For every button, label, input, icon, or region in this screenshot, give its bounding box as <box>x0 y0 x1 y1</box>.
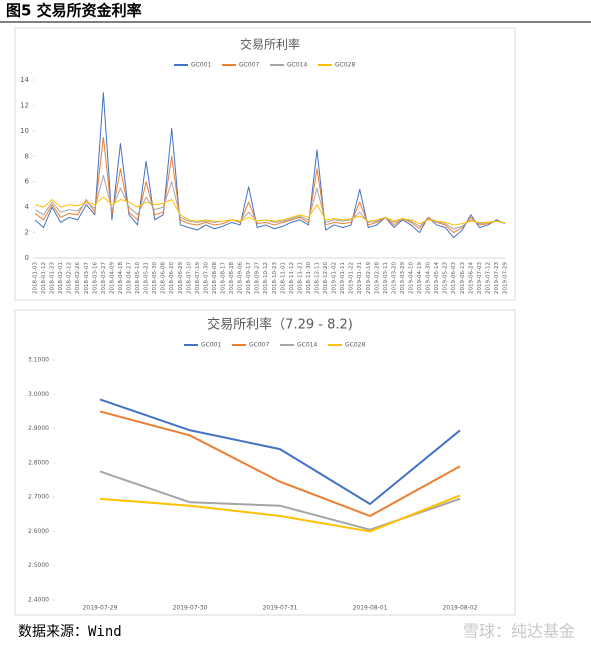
series-line <box>34 196 506 226</box>
source-note: 数据来源：Wind <box>18 624 122 640</box>
x-tick-label: 2018-05-30 <box>152 262 158 294</box>
watermark: 雪球：纯达基金 <box>463 622 575 641</box>
x-tick-label: 2018-06-29 <box>178 262 184 294</box>
legend-label: GC028 <box>335 62 355 69</box>
y-tick-label: 12 <box>20 101 29 109</box>
x-tick-label: 2018-04-18 <box>118 262 124 294</box>
x-tick-label: 2018-07-19 <box>195 262 201 294</box>
y-tick-label: 2 <box>25 229 29 237</box>
chart-frame <box>14 27 516 301</box>
x-tick-label: 2018-10-12 <box>263 262 269 294</box>
y-tick-label: 2.5000 <box>28 562 49 569</box>
x-tick-label: 2018-03-07 <box>84 262 90 294</box>
legend-label: GC001 <box>201 342 221 349</box>
x-tick-label: 2019-05-14 <box>434 262 440 294</box>
x-tick-label: 2018-01-03 <box>33 262 39 294</box>
x-tick-label: 2019-07-12 <box>485 262 491 294</box>
x-tick-label: 2018-04-27 <box>127 262 133 294</box>
x-tick-label: 2019-07-29 <box>503 262 509 294</box>
x-tick-label: 2019-07-03 <box>477 262 483 294</box>
x-tick-label: 2019-01-22 <box>349 262 355 294</box>
x-tick-label: 2018-01-23 <box>50 262 56 294</box>
series-line <box>99 494 461 533</box>
x-tick-label: 2019-07-29 <box>83 605 118 612</box>
x-tick-label: 2019-03-11 <box>383 262 389 294</box>
series-line <box>99 398 461 505</box>
x-tick-label: 2019-07-30 <box>173 605 208 612</box>
y-tick-label: 2.6000 <box>28 528 49 535</box>
x-tick-label: 2018-11-12 <box>289 262 295 294</box>
x-tick-label: 2018-11-21 <box>297 262 303 294</box>
x-tick-label: 2018-09-27 <box>255 262 261 294</box>
y-tick-label: 6 <box>25 178 30 186</box>
chart-title: 交易所利率 <box>240 37 300 52</box>
x-tick-label: 2018-05-21 <box>144 262 150 294</box>
y-tick-label: 2.7000 <box>28 494 49 501</box>
y-tick-label: 0 <box>25 254 29 262</box>
x-tick-label: 2018-03-16 <box>92 262 98 294</box>
x-tick-label: 2018-11-01 <box>280 262 286 294</box>
x-tick-label: 2019-07-23 <box>494 262 500 294</box>
x-tick-label: 2019-03-20 <box>391 262 397 294</box>
chart-frame <box>14 309 516 616</box>
x-tick-label: 2018-06-08 <box>161 262 167 294</box>
legend-label: GC028 <box>345 342 365 349</box>
x-tick-label: 2018-11-30 <box>306 262 312 294</box>
x-tick-label: 2018-09-06 <box>238 262 244 294</box>
x-tick-label: 2018-05-10 <box>135 262 141 294</box>
y-tick-label: 3.1000 <box>28 357 49 364</box>
x-tick-label: 2019-06-24 <box>468 262 474 294</box>
x-tick-label: 2019-07-31 <box>263 605 298 612</box>
x-tick-label: 2019-04-30 <box>426 262 432 294</box>
x-tick-label: 2018-06-20 <box>169 262 175 294</box>
x-tick-label: 2018-07-30 <box>203 262 209 294</box>
chart-title: 交易所利率（7.29 - 8.2) <box>207 317 353 333</box>
y-tick-label: 14 <box>20 76 29 84</box>
x-tick-label: 2019-01-31 <box>357 262 363 294</box>
legend-label: GC007 <box>249 342 269 349</box>
x-tick-label: 2018-08-17 <box>221 262 227 294</box>
x-tick-label: 2019-05-23 <box>443 262 449 294</box>
x-tick-label: 2018-02-01 <box>58 262 64 294</box>
legend-label: GC007 <box>239 62 259 69</box>
y-tick-label: 2.9000 <box>28 425 49 432</box>
x-tick-label: 2018-09-17 <box>246 262 252 294</box>
x-tick-label: 2019-04-10 <box>409 262 415 294</box>
x-tick-label: 2019-06-03 <box>451 262 457 294</box>
legend-label: GC014 <box>297 342 317 349</box>
x-tick-label: 2019-08-01 <box>353 605 388 612</box>
x-tick-label: 2018-07-10 <box>186 262 192 294</box>
y-tick-label: 2.8000 <box>28 459 49 466</box>
legend-label: GC001 <box>191 62 211 69</box>
x-tick-label: 2018-01-12 <box>41 262 47 294</box>
x-tick-label: 2019-01-11 <box>340 262 346 294</box>
x-tick-label: 2019-08-02 <box>443 605 478 612</box>
x-tick-label: 2018-12-20 <box>323 262 329 294</box>
x-tick-label: 2018-08-28 <box>229 262 235 294</box>
x-tick-label: 2018-02-12 <box>67 262 73 294</box>
x-tick-label: 2018-12-11 <box>315 262 321 294</box>
x-tick-label: 2018-02-26 <box>75 262 81 294</box>
figure-title: 图5 交易所资金利率 <box>6 2 142 20</box>
x-tick-label: 2018-04-09 <box>109 262 115 294</box>
x-tick-label: 2018-03-27 <box>101 262 107 294</box>
series-line <box>34 174 506 230</box>
y-tick-label: 8 <box>25 152 29 160</box>
x-tick-label: 2018-10-23 <box>272 262 278 294</box>
x-tick-label: 2018-08-08 <box>212 262 218 294</box>
y-tick-label: 4 <box>25 203 30 211</box>
y-tick-label: 2.4000 <box>28 597 49 604</box>
legend-label: GC014 <box>287 62 307 69</box>
x-tick-label: 2019-06-13 <box>460 262 466 294</box>
x-tick-label: 2019-02-28 <box>374 262 380 294</box>
x-tick-label: 2019-03-29 <box>400 262 406 294</box>
x-tick-label: 2019-04-19 <box>417 262 423 294</box>
x-tick-label: 2019-02-19 <box>366 262 372 294</box>
y-tick-label: 10 <box>20 127 29 135</box>
y-tick-label: 3.0000 <box>28 391 49 398</box>
x-tick-label: 2019-01-02 <box>332 262 338 294</box>
series-line <box>99 410 461 517</box>
